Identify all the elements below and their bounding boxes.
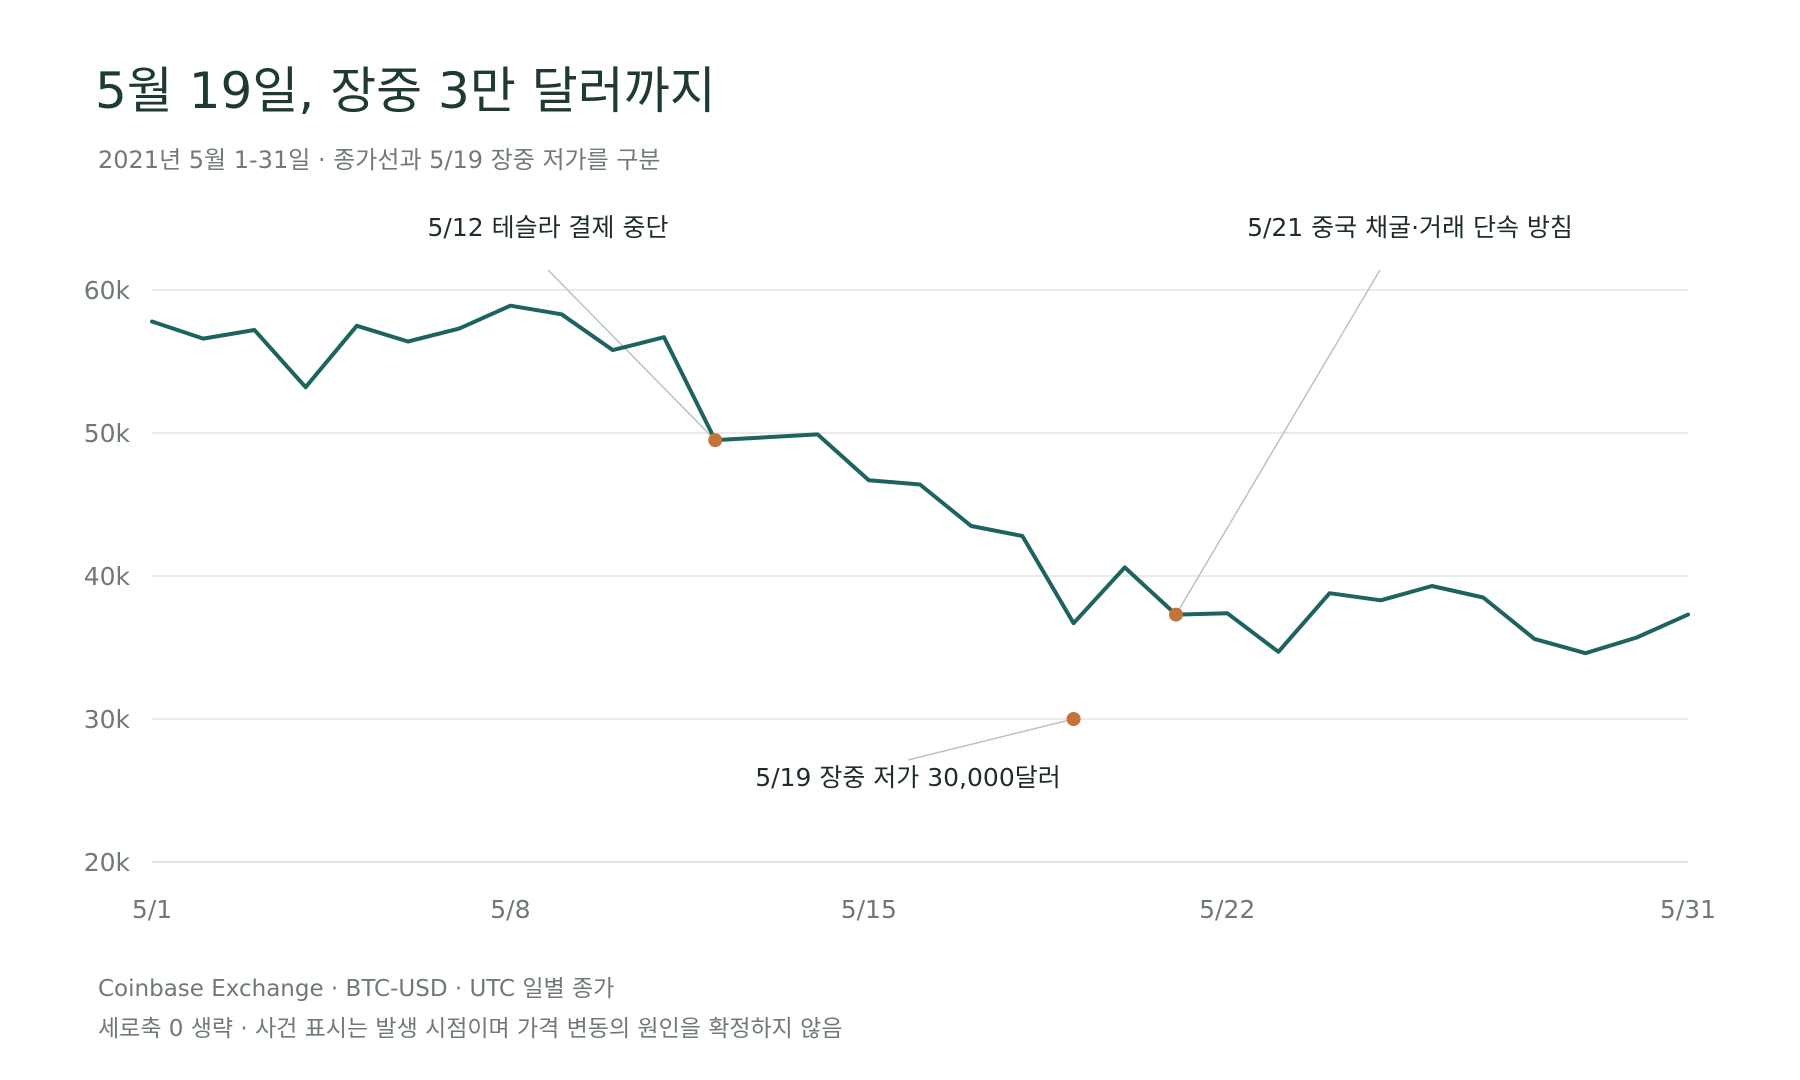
x-tick-label: 5/31 xyxy=(1660,895,1716,924)
y-tick-label: 30k xyxy=(84,705,131,734)
event-marker xyxy=(1066,712,1081,726)
annotation-label: 5/12 테슬라 결제 중단 xyxy=(428,213,669,242)
footnote-source: Coinbase Exchange · BTC-USD · UTC 일별 종가 xyxy=(98,976,614,1002)
event-marker xyxy=(1169,607,1183,622)
annotation-leader xyxy=(547,269,716,441)
event-marker xyxy=(708,433,723,448)
annotation-label: 5/19 장중 저가 30,000달러 xyxy=(755,763,1060,792)
series-layer xyxy=(150,303,1690,656)
series-line-close xyxy=(150,303,1690,656)
annotation-leaders xyxy=(547,269,1381,761)
y-tick-label: 50k xyxy=(84,419,131,448)
event-markers xyxy=(708,433,1183,726)
y-axis-ticks: 20k 30k 40k 50k 60k xyxy=(84,276,131,877)
footnote-note: 세로축 0 생략 · 사건 표시는 발생 시점이며 가격 변동의 원인을 확정하… xyxy=(98,1016,842,1042)
annotation-labels: 5/12 테슬라 결제 중단 5/21 중국 채굴·거래 단속 방침 5/19 장중… xyxy=(428,213,1573,792)
annotation-leader xyxy=(907,718,1074,761)
chart-title: 5월 19일, 장중 3만 달러까지 xyxy=(95,62,716,120)
y-tick-label: 20k xyxy=(84,848,131,877)
x-tick-label: 5/8 xyxy=(490,895,530,924)
x-tick-label: 5/1 xyxy=(132,895,172,924)
annotation-label: 5/21 중국 채굴·거래 단속 방침 xyxy=(1247,213,1573,242)
y-tick-label: 60k xyxy=(84,276,131,305)
chart-subtitle: 2021년 5월 1-31일 · 종가선과 5/19 장중 저가를 구분 xyxy=(98,146,661,174)
annotation-leader xyxy=(1175,269,1381,615)
gridlines xyxy=(152,289,1688,863)
x-tick-label: 5/15 xyxy=(841,895,897,924)
x-tick-label: 5/22 xyxy=(1199,895,1255,924)
x-axis-ticks: 5/1 5/8 5/15 5/22 5/31 xyxy=(132,895,1716,924)
y-tick-label: 40k xyxy=(84,562,131,591)
